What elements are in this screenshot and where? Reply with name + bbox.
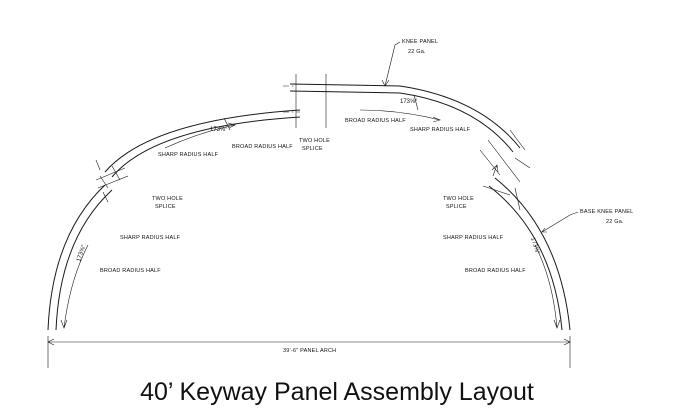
knee-panel-gauge: 22 Ga. — [408, 49, 426, 55]
sharp-radius-half-left: SHARP RADIUS HALF — [120, 235, 181, 241]
two-hole-left: TWO HOLE — [152, 196, 183, 202]
sharp-radius-half-right: SHARP RADIUS HALF — [443, 235, 504, 241]
panel-arch-dimension: 39’-6" PANEL ARCH — [283, 348, 336, 354]
angle-right: 173⅝° — [529, 237, 540, 256]
left-upper-panel-inner — [111, 116, 301, 178]
knee-panel-label: KNEE PANEL — [402, 39, 438, 45]
right-base-panel-inner — [488, 185, 563, 331]
knee-panel-leader — [381, 41, 401, 87]
angle-top-right: 173⅝° — [400, 99, 418, 105]
top-knee-panel-outer — [289, 83, 521, 149]
left-base-panel-inner — [55, 189, 113, 331]
left-upper-panel-outer — [104, 109, 301, 173]
broad-radius-half-top-left: BROAD RADIUS HALF — [232, 144, 293, 150]
splice-left: SPLICE — [155, 204, 176, 210]
angle-top-left: 173⅝° — [210, 127, 228, 133]
splice-right: SPLICE — [446, 204, 467, 210]
broad-radius-half-left: BROAD RADIUS HALF — [100, 268, 161, 274]
broad-radius-half-right: BROAD RADIUS HALF — [465, 268, 526, 274]
left-base-panel-outer — [47, 184, 106, 331]
angle-top-left-leader — [223, 117, 231, 131]
angle-left: 173⅝° — [76, 244, 87, 263]
right-base-panel-outer — [494, 177, 571, 331]
left-splice-marks — [95, 159, 129, 203]
center-splice-dashes — [283, 85, 300, 113]
angle-top-right-leader — [413, 94, 419, 111]
base-knee-panel-label: BASE KNEE PANEL — [580, 209, 633, 215]
sharp-radius-half-top-right: SHARP RADIUS HALF — [410, 127, 471, 133]
left-knee-arrow — [60, 244, 89, 329]
top-knee-panel-inner — [289, 90, 514, 153]
top-right-arrow — [359, 109, 441, 123]
base-knee-panel-gauge: 22 Ga. — [606, 219, 624, 225]
center-splice-marks — [295, 74, 327, 128]
span-dimension-line — [47, 336, 571, 368]
two-hole-right: TWO HOLE — [443, 196, 474, 202]
splice-center: SPLICE — [302, 146, 323, 152]
page-title: 40’ Keyway Panel Assembly Layout — [140, 378, 534, 406]
broad-radius-half-top-right: BROAD RADIUS HALF — [345, 118, 406, 124]
two-hole-center: TWO HOLE — [299, 138, 330, 144]
right-upper-arrow — [491, 164, 499, 177]
base-knee-panel-leader — [541, 211, 579, 233]
right-splice-marks — [479, 129, 531, 211]
right-knee-arrow — [534, 244, 561, 329]
sharp-radius-half-top-left: SHARP RADIUS HALF — [158, 152, 219, 158]
